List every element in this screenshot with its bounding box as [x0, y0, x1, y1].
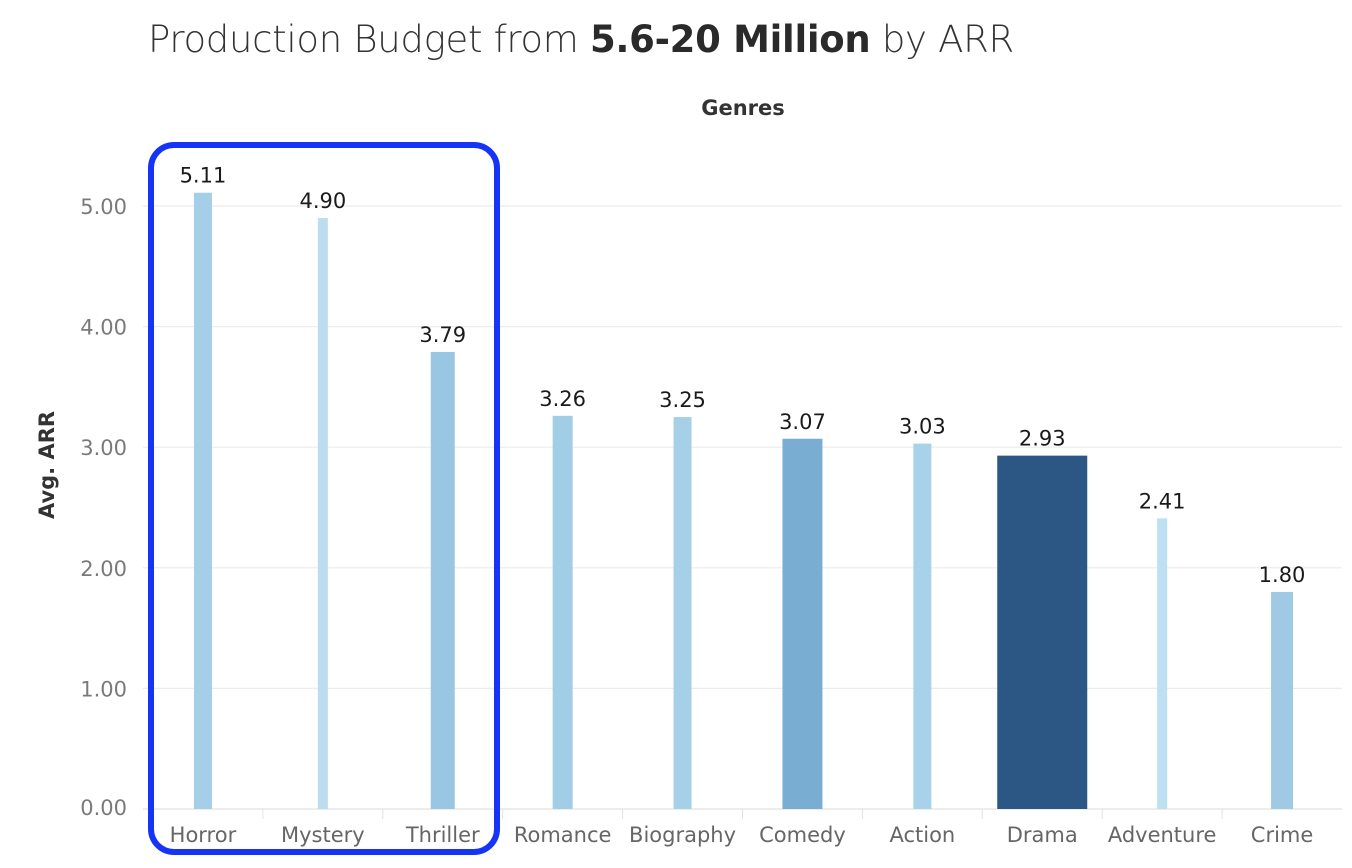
bar-drama[interactable] — [997, 455, 1088, 809]
x-tick-label: Drama — [1007, 823, 1078, 847]
value-label: 3.03 — [899, 415, 946, 439]
value-label: 3.79 — [419, 323, 466, 347]
value-label: 5.11 — [180, 164, 227, 188]
x-axis-title: Genres — [701, 96, 785, 120]
value-label: 2.41 — [1139, 489, 1186, 513]
value-label: 3.07 — [779, 410, 826, 434]
y-tick-label: 4.00 — [80, 316, 127, 340]
value-label: 2.93 — [1019, 427, 1066, 451]
x-tick-label: Horror — [170, 823, 237, 847]
bar-comedy[interactable] — [782, 438, 823, 809]
bar-thriller[interactable] — [430, 351, 455, 809]
bar-action[interactable] — [913, 443, 932, 809]
x-tick-label: Thriller — [405, 823, 480, 847]
y-tick-label: 1.00 — [80, 677, 127, 701]
bar-biography[interactable] — [673, 417, 692, 809]
bar-mystery[interactable] — [317, 218, 328, 809]
bar-crime[interactable] — [1271, 591, 1294, 809]
x-tick-label: Comedy — [759, 823, 846, 847]
x-tick-label: Mystery — [281, 823, 365, 847]
title-bold: 5.6-20 Million — [589, 18, 871, 61]
bar-romance[interactable] — [552, 415, 573, 809]
x-tick-label: Adventure — [1108, 823, 1217, 847]
value-label: 3.25 — [659, 388, 706, 412]
y-tick-label: 0.00 — [80, 796, 127, 820]
y-tick-label: 5.00 — [80, 195, 127, 219]
x-tick-label: Crime — [1251, 823, 1314, 847]
y-tick-label: 3.00 — [80, 436, 127, 460]
bar-adventure[interactable] — [1157, 518, 1168, 809]
title-prefix: Production Budget from — [148, 18, 590, 61]
chart-title: Production Budget from 5.6-20 Million by… — [148, 18, 1014, 61]
value-label: 1.80 — [1259, 563, 1306, 587]
y-tick-label: 2.00 — [80, 557, 127, 581]
bar-horror[interactable] — [193, 192, 212, 809]
x-tick-label: Action — [889, 823, 955, 847]
x-tick-label: Biography — [629, 823, 736, 847]
title-suffix: by ARR — [870, 18, 1014, 61]
x-tick-label: Romance — [514, 823, 612, 847]
value-label: 3.26 — [539, 387, 586, 411]
value-label: 4.90 — [299, 189, 346, 213]
